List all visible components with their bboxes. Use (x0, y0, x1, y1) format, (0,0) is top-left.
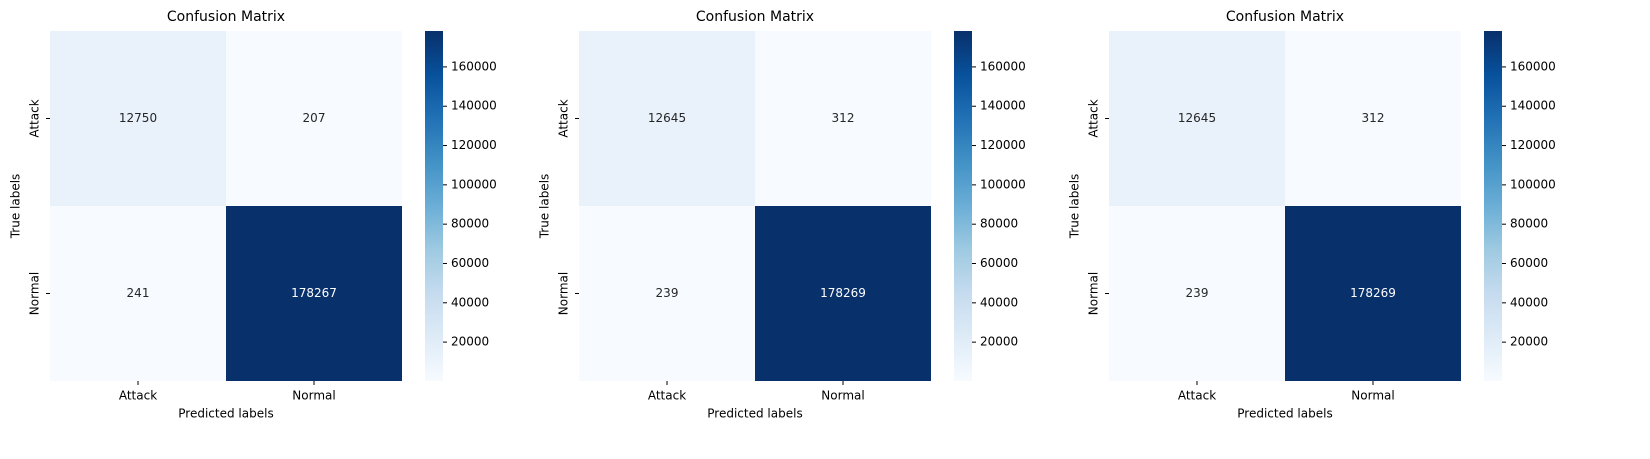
heatmap-cell (1285, 31, 1461, 206)
x-tick-label: Normal (292, 389, 335, 403)
x-tick-label: Normal (821, 389, 864, 403)
x-tick-label: Attack (119, 389, 157, 403)
colorbar-tick-label: 120000 (1510, 138, 1556, 152)
colorbar-tick-label: 120000 (451, 138, 497, 152)
colorbar-tick-label: 140000 (1510, 99, 1556, 113)
colorbar-tick-label: 160000 (980, 59, 1026, 73)
heatmap-cell (579, 31, 755, 206)
confusion-matrix-panel-1: 12750 207 241 178267 Confusion Matrix Attack N… (9, 9, 497, 421)
x-axis-label: Predicted labels (178, 407, 273, 421)
cell-value-label: 12645 (648, 111, 686, 125)
colorbar-tick-label: 140000 (980, 99, 1026, 113)
cell-value-label: 178267 (291, 286, 337, 300)
heatmap-cell (755, 31, 931, 206)
x-tick-label: Attack (648, 389, 686, 403)
chart-title: Confusion Matrix (167, 9, 285, 25)
colorbar (954, 31, 972, 381)
heatmap-cell (1109, 31, 1285, 206)
colorbar (1484, 31, 1502, 381)
x-axis-label: Predicted labels (707, 407, 802, 421)
colorbar-tick-label: 40000 (1510, 295, 1548, 309)
colorbar-tick-label: 20000 (451, 335, 489, 349)
y-axis-label: True labels (538, 174, 552, 240)
chart-title: Confusion Matrix (696, 9, 814, 25)
cell-value-label: 312 (1362, 111, 1385, 125)
colorbar-tick-label: 140000 (451, 99, 497, 113)
colorbar-tick-label: 80000 (451, 217, 489, 231)
y-tick-label: Attack (557, 99, 571, 137)
heatmap-cell (50, 31, 226, 206)
y-tick-label: Normal (1087, 272, 1101, 315)
colorbar-tick-label: 20000 (980, 335, 1018, 349)
heatmap-cell (226, 206, 402, 381)
colorbar-tick-label: 40000 (980, 295, 1018, 309)
colorbar-tick-label: 60000 (980, 256, 1018, 270)
cell-value-label: 241 (127, 286, 150, 300)
x-tick-label: Attack (1178, 389, 1216, 403)
cell-value-label: 178269 (1350, 286, 1396, 300)
heatmap-cell (1109, 206, 1285, 381)
colorbar-tick-label: 60000 (1510, 256, 1548, 270)
y-tick-label: Normal (557, 272, 571, 315)
cell-value-label: 12750 (119, 111, 157, 125)
colorbar-tick-label: 20000 (1510, 335, 1548, 349)
colorbar-tick-label: 60000 (451, 256, 489, 270)
chart-title: Confusion Matrix (1226, 9, 1344, 25)
colorbar-tick-label: 100000 (451, 177, 497, 191)
cell-value-label: 312 (832, 111, 855, 125)
heatmap-cell (1285, 206, 1461, 381)
cell-value-label: 178269 (820, 286, 866, 300)
colorbar-tick-label: 120000 (980, 138, 1026, 152)
y-tick-label: Attack (1087, 99, 1101, 137)
confusion-matrix-panel-2: 12645 312 239 178269 Confusion Matrix Attack N… (538, 9, 1026, 421)
colorbar-tick-label: 80000 (980, 217, 1018, 231)
y-tick-label: Normal (28, 272, 42, 315)
heatmap-cell (755, 206, 931, 381)
x-tick-label: Normal (1351, 389, 1394, 403)
colorbar-tick-label: 80000 (1510, 217, 1548, 231)
heatmap-cell (579, 206, 755, 381)
x-axis-label: Predicted labels (1237, 407, 1332, 421)
colorbar-tick-label: 160000 (1510, 59, 1556, 73)
heatmap-cell (50, 206, 226, 381)
cell-value-label: 239 (1186, 286, 1209, 300)
colorbar-tick-label: 100000 (980, 177, 1026, 191)
colorbar-tick-label: 100000 (1510, 177, 1556, 191)
y-tick-label: Attack (28, 99, 42, 137)
cell-value-label: 12645 (1178, 111, 1216, 125)
cell-value-label: 207 (303, 111, 326, 125)
colorbar-tick-label: 160000 (451, 59, 497, 73)
y-axis-label: True labels (1068, 174, 1082, 240)
confusion-matrix-panel-3: 12645 312 239 178269 Confusion Matrix Attack N… (1068, 9, 1556, 421)
cell-value-label: 239 (656, 286, 679, 300)
y-axis-label: True labels (9, 174, 23, 240)
heatmap-cell (226, 31, 402, 206)
colorbar (425, 31, 443, 381)
colorbar-tick-label: 40000 (451, 295, 489, 309)
